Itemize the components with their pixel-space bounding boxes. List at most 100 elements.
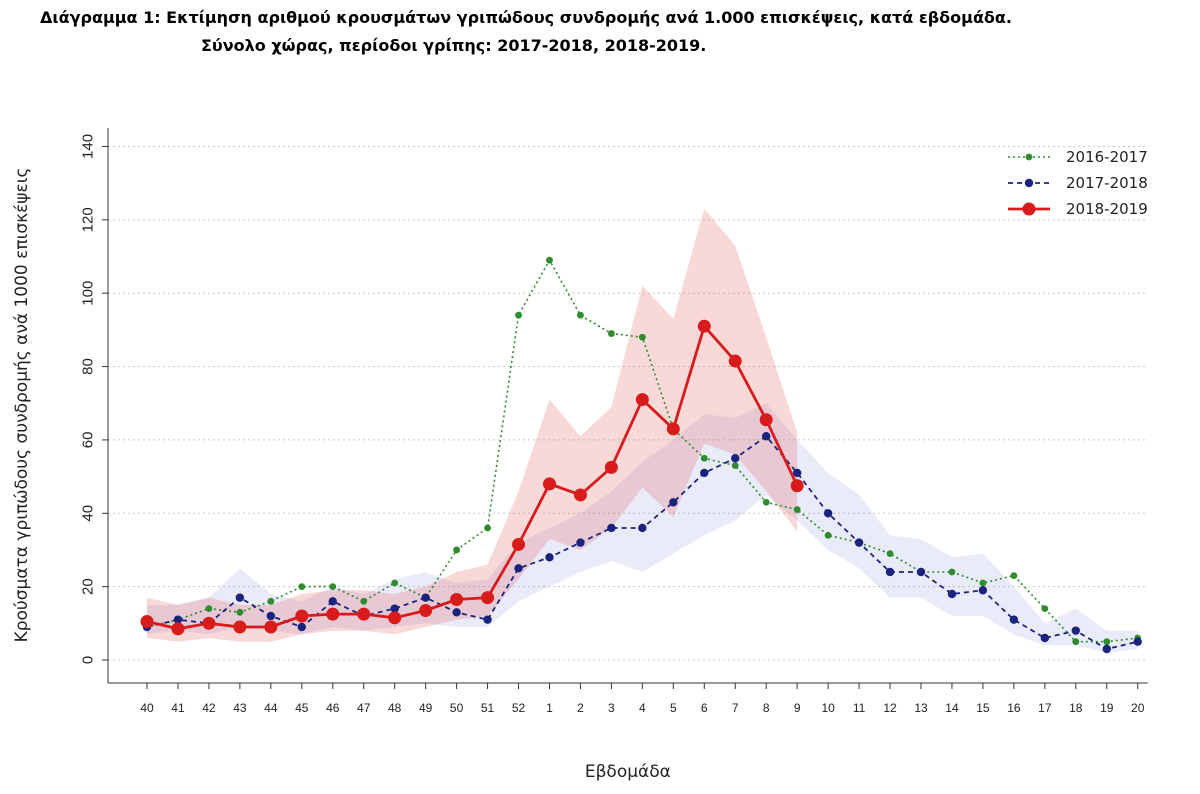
series-line-2018-2019: [146, 323, 799, 631]
point-2017-2018-w17: [1040, 633, 1050, 643]
point-2016-2017-w17: [1041, 605, 1049, 613]
y-tick-label-80: 80: [80, 358, 97, 375]
point-2018-2019-w7: [728, 354, 742, 368]
legend-marker-2016-2017: [1025, 153, 1033, 161]
point-2017-2018-w12: [885, 567, 895, 577]
point-2018-2019-w6: [697, 319, 711, 333]
x-tick-label-46: 46: [326, 701, 340, 715]
legend-label-2018-2019: 2018-2019: [1066, 200, 1148, 218]
point-2016-2017-w15: [979, 579, 987, 587]
point-2016-2017-w18: [1072, 638, 1080, 646]
point-2016-2017-w6: [700, 454, 708, 462]
point-2017-2018-w48: [390, 604, 399, 613]
point-2017-2018-w6: [700, 468, 709, 478]
x-tick-label-41: 41: [171, 701, 185, 715]
x-tick-label-9: 9: [794, 701, 801, 715]
point-2017-2018-w2: [576, 538, 585, 547]
grid-lines: [108, 145, 1148, 661]
y-tick-label-100: 100: [80, 281, 97, 306]
point-2017-2018-w18: [1071, 626, 1081, 635]
x-tick-label-45: 45: [295, 701, 309, 715]
x-tick-label-15: 15: [976, 701, 990, 715]
point-2016-2017-w3: [608, 330, 615, 337]
point-2018-2019-w46: [326, 607, 340, 621]
point-2018-2019-w4: [635, 393, 649, 407]
point-2016-2017-w46: [329, 583, 337, 591]
point-2017-2018-w14: [947, 589, 957, 599]
point-2017-2018-w15: [978, 586, 988, 595]
point-2018-2019-w40: [140, 614, 154, 628]
x-tick-label-50: 50: [450, 701, 464, 715]
x-tick-label-1: 1: [546, 701, 553, 715]
point-2017-2018-w41: [173, 615, 183, 624]
point-2018-2019-w3: [604, 460, 618, 474]
point-2017-2018-w5: [669, 498, 678, 507]
point-2016-2017-w42: [205, 605, 213, 613]
point-2018-2019-w5: [666, 422, 680, 436]
y-tick-label-0: 0: [80, 656, 97, 664]
point-2016-2017-w8: [762, 498, 770, 506]
point-2018-2019-w44: [264, 620, 278, 634]
x-tick-label-51: 51: [481, 701, 495, 715]
x-tick-label-18: 18: [1069, 701, 1083, 715]
x-tick-label-3: 3: [608, 701, 615, 715]
y-tick-label-60: 60: [80, 432, 97, 449]
band-2018-2019: [147, 208, 798, 642]
point-2017-2018-w46: [328, 597, 337, 606]
x-tick-label-12: 12: [883, 701, 897, 715]
x-tick-label-4: 4: [639, 701, 646, 715]
x-tick-label-19: 19: [1100, 701, 1114, 715]
point-2018-2019-w52: [512, 537, 526, 551]
x-tick-label-5: 5: [670, 701, 677, 715]
x-tick-label-14: 14: [945, 701, 959, 715]
x-tick-label-40: 40: [140, 701, 154, 715]
x-tick-label-43: 43: [233, 701, 247, 715]
point-2018-2019-w47: [357, 607, 371, 621]
point-2016-2017-w52: [515, 311, 522, 319]
x-tick-label-47: 47: [357, 701, 371, 715]
point-2018-2019-w41: [171, 622, 185, 636]
point-2016-2017-w9: [793, 506, 801, 514]
y-axis-label: Κρούσματα γριπώδους συνδρομής ανά 1000 ε…: [12, 168, 32, 643]
point-2018-2019-w45: [295, 609, 309, 623]
point-2016-2017-w14: [948, 568, 956, 576]
chart-title-line1: Διάγραμμα 1: Εκτίμηση αριθμού κρουσμάτων…: [40, 8, 1012, 27]
series-lines: [140, 256, 1142, 654]
x-tick-label-17: 17: [1038, 701, 1052, 715]
x-tick-label-52: 52: [512, 701, 526, 715]
legend-label-2017-2018: 2017-2018: [1066, 174, 1148, 192]
point-2017-2018-w45: [297, 622, 306, 632]
point-2017-2018-w13: [916, 567, 926, 577]
point-2017-2018-w1: [545, 553, 554, 562]
point-2017-2018-w10: [823, 509, 833, 518]
x-tick-label-44: 44: [264, 701, 278, 715]
point-2016-2017-w1: [546, 256, 553, 264]
point-2016-2017-w47: [360, 597, 368, 605]
point-2017-2018-w43: [235, 593, 245, 602]
point-2018-2019-w8: [759, 413, 773, 427]
point-2017-2018-w7: [731, 454, 740, 463]
point-2016-2017-w19: [1103, 638, 1111, 646]
chart-title-line2: Σύνολο χώρας, περίοδοι γρίπης: 2017-2018…: [201, 36, 707, 55]
x-tick-label-7: 7: [732, 701, 739, 715]
y-tick-label-20: 20: [80, 578, 97, 595]
x-tick-label-8: 8: [763, 701, 770, 715]
confidence-bands: [147, 208, 1138, 653]
point-2016-2017-w45: [298, 583, 306, 591]
point-2018-2019-w49: [419, 603, 433, 617]
point-2017-2018-w20: [1133, 637, 1142, 646]
legend-marker-2017-2018: [1024, 178, 1034, 188]
point-2017-2018-w8: [762, 432, 771, 441]
point-2017-2018-w19: [1102, 644, 1111, 654]
point-2017-2018-w49: [421, 593, 430, 602]
x-axis-label: Εβδομάδα: [585, 762, 671, 782]
legend-label-2016-2017: 2016-2017: [1066, 148, 1148, 166]
point-2017-2018-w9: [792, 468, 802, 478]
x-tick-label-13: 13: [914, 701, 928, 715]
x-tick-label-2: 2: [577, 701, 584, 715]
point-2017-2018-w50: [452, 608, 461, 617]
point-2017-2018-w3: [607, 523, 616, 533]
x-tick-label-16: 16: [1007, 701, 1021, 715]
